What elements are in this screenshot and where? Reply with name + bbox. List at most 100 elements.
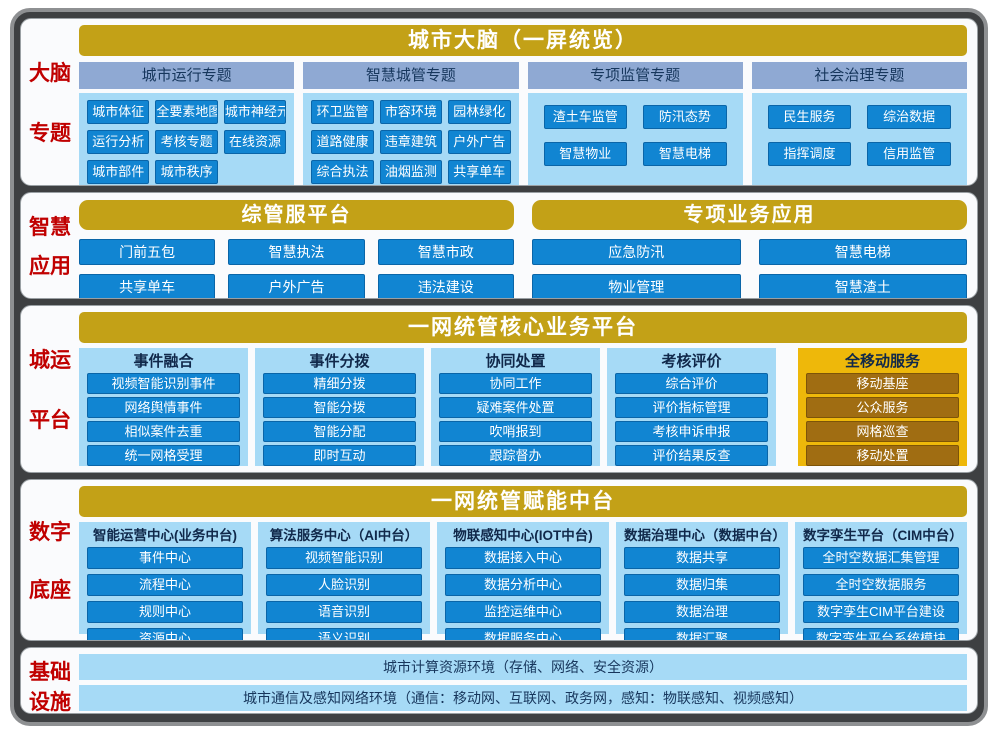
module-item: 数据接入中心 [445,547,601,569]
module-item: 视频智能识别 [266,547,422,569]
topic-item: 违章建筑 [379,130,443,154]
topic-group-panel: 民生服务 综治数据 指挥调度 信用监管 [751,93,967,185]
app-item: 智慧渣土 [758,274,967,298]
topic-item: 环卫监管 [311,100,374,124]
topic-item: 市容环境 [379,100,443,124]
app-item: 门前五包 [79,239,216,265]
column-title: 事件分拨 [309,353,370,370]
module-item: 智能分拨 [263,397,416,418]
topic-group-city-operation: 城市运行专题 城市体征 全要素地图 城市神经元 运行分析 考核专题 在线资源 城… [79,62,295,185]
infra-row-network: 城市通信及感知网络环境（通信：移动网、互联网、政务网，感知：物联感知、视频感知） [79,685,967,711]
column-digital-twin-platform: 数字孪生平台（CIM中台） 全时空数据汇集管理 全时空数据服务 数字孪生CIM平… [795,522,967,640]
module-item: 流程中心 [87,574,243,596]
app-item: 违法建设 [377,274,514,298]
section-city-operation-platform: 城运 平台 一网统管核心业务平台 事件融合 视频智能识别事件 网络舆情事件 相似… [20,305,978,473]
topic-group-title: 城市运行专题 [79,62,295,89]
header-enable-platform: 一网统管赋能中台 [79,486,967,517]
side-label-infrastructure: 基础 设施 [21,648,79,713]
infra-row-computing: 城市计算资源环境（存储、网络、安全资源） [79,654,967,680]
topic-group-panel: 渣土车监管 防汛态势 智慧物业 智慧电梯 [527,93,743,185]
section-infrastructure: 基础 设施 城市计算资源环境（存储、网络、安全资源） 城市通信及感知网络环境（通… [20,647,978,714]
app-item: 智慧电梯 [758,239,967,265]
topic-item: 民生服务 [767,105,852,129]
ellipsis: ...... [677,465,706,473]
module-item: 数据服务中心 [445,628,601,640]
column-assessment-evaluation: 考核评价 综合评价 评价指标管理 考核申诉申报 评价结果反查 ...... [607,348,776,472]
topic-item: 指挥调度 [767,142,852,166]
topic-item: 共享单车 [448,160,511,184]
topic-group-social-governance: 社会治理专题 民生服务 综治数据 指挥调度 信用监管 [751,62,967,185]
smart-applications-content: 综管服平台 门前五包 智慧执法 智慧市政 共享单车 户外广告 违法建设 专项业务… [79,193,977,298]
module-item: 视频智能识别事件 [87,373,240,394]
module-item: 考核申诉申报 [615,421,768,442]
side-label-line: 城运 [29,349,71,372]
side-label-digital-base: 数字 底座 [21,480,79,640]
platform-grid: 门前五包 智慧执法 智慧市政 共享单车 户外广告 违法建设 [79,239,514,298]
module-item: 语音识别 [266,601,422,623]
column-title: 全移动服务 [844,353,920,370]
side-label-city-operation: 城运 平台 [21,306,79,472]
module-item: 协同工作 [439,373,592,394]
app-item: 应急防汛 [532,239,741,265]
column-title: 物联感知中心(IOT中台) [453,528,593,543]
topic-item: 在线资源 [223,130,287,154]
topic-item: 城市部件 [87,160,150,184]
module-item: 人脸识别 [266,574,422,596]
section-digital-base: 数字 底座 一网统管赋能中台 智能运营中心(业务中台) 事件中心 流程中心 规则… [20,479,978,641]
column-event-dispatch: 事件分拨 精细分拨 智能分拨 智能分配 即时互动 ...... [255,348,424,472]
platform-grid: 应急防汛 智慧电梯 物业管理 智慧渣土 [532,239,967,298]
enable-platform-columns: 智能运营中心(业务中台) 事件中心 流程中心 规则中心 资源中心 算法服务中心（… [79,522,967,640]
module-item: 数字孪生CIM平台建设 [803,601,959,623]
module-item: 移动处置 [806,445,959,466]
column-title: 智能运营中心(业务中台) [93,528,237,543]
topic-group-panel: 环卫监管 市容环境 园林绿化 道路健康 违章建筑 户外广告 综合执法 油烟监测 … [303,93,519,185]
side-label-line: 底座 [29,579,71,602]
module-item: 评价指标管理 [615,397,768,418]
side-label-line: 设施 [29,691,71,714]
topic-group-title: 专项监管专题 [527,62,743,89]
column-collaborative-handling: 协同处置 协同工作 疑难案件处置 吹哨报到 跟踪督办 ...... [431,348,600,472]
header-core-platform: 一网统管核心业务平台 [79,312,967,343]
module-item: 疑难案件处置 [439,397,592,418]
topic-item: 运行分析 [87,130,150,154]
topic-item: 油烟监测 [379,160,443,184]
section-brain-topics: 大脑 专题 城市大脑（一屏统览） 城市运行专题 城市体征 全要素地图 城市神经元… [20,18,978,186]
module-item: 数据分析中心 [445,574,601,596]
topic-item: 全要素地图 [155,100,218,124]
module-item: 全时空数据服务 [803,574,959,596]
module-item: 即时互动 [263,445,416,466]
column-title: 事件融合 [133,353,194,370]
module-item: 数据汇聚 [624,628,780,640]
module-item: 资源中心 [87,628,243,640]
side-label-brain-topics: 大脑 专题 [21,19,79,185]
app-item: 物业管理 [532,274,741,298]
side-label-line: 基础 [29,661,71,684]
module-item: 规则中心 [87,601,243,623]
column-data-governance-center: 数据治理中心（数据中台） 数据共享 数据归集 数据治理 数据汇聚 [616,522,788,640]
column-iot-perception-center: 物联感知中心(IOT中台) 数据接入中心 数据分析中心 监控运维中心 数据服务中… [437,522,609,640]
topic-item: 综合执法 [311,160,374,184]
application-platforms: 综管服平台 门前五包 智慧执法 智慧市政 共享单车 户外广告 违法建设 专项业务… [79,200,967,298]
ellipsis: ...... [149,465,178,473]
module-item: 统一网格受理 [87,445,240,466]
topic-item: 城市神经元 [223,100,287,124]
topic-item: 综治数据 [867,105,951,129]
topic-item: 园林绿化 [448,100,511,124]
topic-group-title: 社会治理专题 [751,62,967,89]
ellipsis: ...... [868,465,897,473]
enable-platform-content: 一网统管赋能中台 智能运营中心(业务中台) 事件中心 流程中心 规则中心 资源中… [79,480,977,640]
core-platform-content: 一网统管核心业务平台 事件融合 视频智能识别事件 网络舆情事件 相似案件去重 统… [79,306,977,472]
module-item: 综合评价 [615,373,768,394]
module-item: 相似案件去重 [87,421,240,442]
header-city-brain: 城市大脑（一屏统览） [79,25,967,56]
platform-title: 专项业务应用 [532,200,967,230]
topic-item: 信用监管 [867,142,951,166]
topic-item: 户外广告 [448,130,511,154]
core-platform-columns: 事件融合 视频智能识别事件 网络舆情事件 相似案件去重 统一网格受理 .....… [79,348,967,472]
column-title: 考核评价 [661,353,722,370]
module-item: 网络舆情事件 [87,397,240,418]
topic-group-smart-city-mgmt: 智慧城管专题 环卫监管 市容环境 园林绿化 道路健康 违章建筑 户外广告 综合执… [303,62,519,185]
module-item: 网格巡查 [806,421,959,442]
side-label-line: 专题 [29,122,71,145]
module-item: 数字孪生平台系统模块 [803,628,959,640]
